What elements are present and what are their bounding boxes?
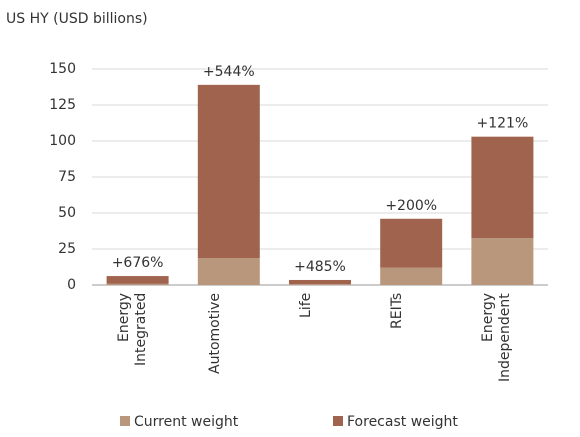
x-tick-label: Energy Independent <box>480 293 514 382</box>
bar-annotation: +121% <box>477 116 529 132</box>
bar-annotation: +200% <box>385 198 437 214</box>
y-tick-label: 0 <box>67 277 76 293</box>
y-tick-label: 150 <box>49 61 76 77</box>
legend-label: Forecast weight <box>347 414 458 430</box>
legend-swatch <box>120 416 130 426</box>
bar-segment <box>380 218 443 268</box>
x-tick-label: Life <box>298 293 314 319</box>
y-tick-label: 50 <box>58 205 76 221</box>
legend-label: Current weight <box>134 414 239 430</box>
bar-segment <box>289 279 351 285</box>
y-tick-label: 75 <box>58 169 76 185</box>
legend-swatch <box>333 416 343 426</box>
y-tick-label: 125 <box>49 97 76 113</box>
chart-title: US HY (USD billions) <box>6 11 148 27</box>
bar-segment <box>197 84 260 259</box>
bar-annotation: +544% <box>203 64 255 80</box>
bar-segment <box>197 258 260 285</box>
bar-annotation: +676% <box>112 255 164 271</box>
bar-segment <box>106 276 169 284</box>
x-tick-label: Automotive <box>206 293 223 374</box>
bar-segment <box>471 136 534 239</box>
x-tick-label: REITs <box>389 293 406 330</box>
y-tick-label: 100 <box>49 133 76 149</box>
bar-segment <box>471 238 534 285</box>
bar-segment <box>289 284 351 285</box>
bar-segment <box>106 283 169 285</box>
x-tick-label: Energy Integrated <box>115 293 149 367</box>
y-tick-label: 25 <box>58 241 76 257</box>
bar-segment <box>380 267 443 285</box>
bar-annotation: +485% <box>294 259 346 275</box>
